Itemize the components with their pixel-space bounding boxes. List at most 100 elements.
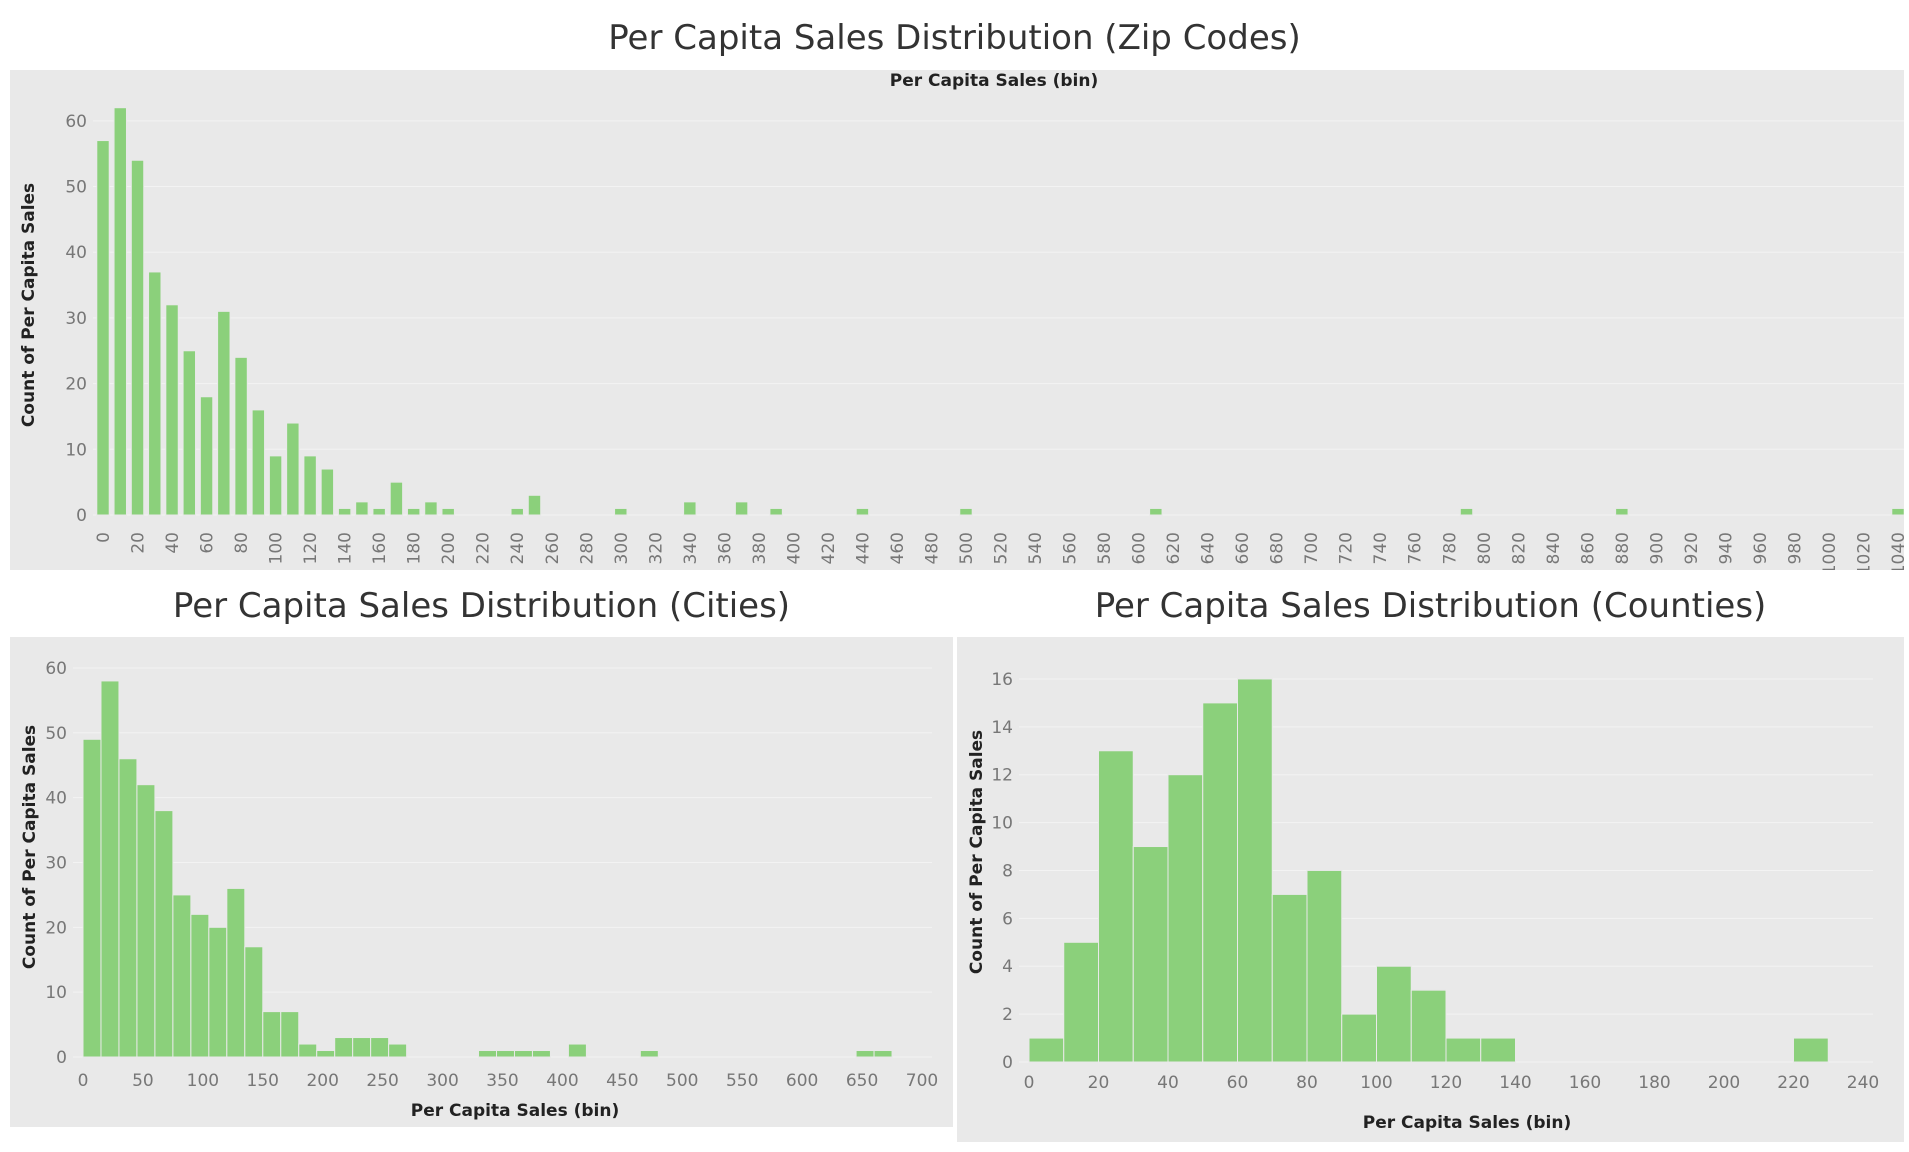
x-tick-label: 250 <box>366 1071 398 1091</box>
x-tick-label: 450 <box>606 1071 638 1091</box>
chart-panel-zip: 0 10 20 30 40 50 60 0 20 40 60 80 100 120 140 160 180 200… <box>10 70 1904 570</box>
bar <box>389 481 404 516</box>
bar <box>1891 507 1904 516</box>
y-tick-label: 14 <box>991 718 1013 738</box>
bar <box>1410 989 1447 1063</box>
x-tick-label: 380 <box>750 532 770 564</box>
x-tick-label: 740 <box>1371 532 1391 564</box>
bar <box>1167 774 1204 1063</box>
y-tick-label: 60 <box>65 112 87 132</box>
x-tick-label: 780 <box>1440 532 1460 564</box>
x-tick-label: 900 <box>1647 532 1667 564</box>
bar <box>148 271 162 516</box>
x-tick-label: 220 <box>1777 1073 1809 1093</box>
x-tick-label: 880 <box>1613 532 1633 564</box>
bar <box>424 501 438 516</box>
y-tick-label: 40 <box>45 789 67 809</box>
x-tick-label: 180 <box>405 532 425 564</box>
x-tick-label: 0 <box>1024 1073 1035 1093</box>
y-axis-label: Count of Per Capita Sales <box>20 725 40 969</box>
x-tick-label: 980 <box>1785 532 1805 564</box>
chart-title-cities: Per Capita Sales Distribution (Cities) <box>172 586 791 626</box>
bar <box>510 507 524 516</box>
x-tick-label: 80 <box>1296 1073 1318 1093</box>
x-tick-label: 200 <box>306 1071 338 1091</box>
x-tick-label: 260 <box>543 532 563 564</box>
x-tick-label: 80 <box>232 532 252 554</box>
y-tick-label: 10 <box>65 440 87 460</box>
x-tick-label: 600 <box>1130 532 1150 564</box>
bar <box>316 1050 336 1058</box>
y-tick-label: 20 <box>45 918 67 938</box>
x-tick-label: 580 <box>1095 532 1115 564</box>
bar <box>734 501 749 516</box>
bar <box>1271 893 1308 1063</box>
bar <box>234 356 248 516</box>
bar <box>251 409 266 516</box>
bar <box>320 468 335 516</box>
bar <box>262 1011 282 1058</box>
x-tick-label: 340 <box>681 532 701 564</box>
x-tick-label: 300 <box>612 532 632 564</box>
x-tick-label: 20 <box>1088 1073 1110 1093</box>
x-tick-label: 640 <box>1199 532 1219 564</box>
y-tick-label: 16 <box>991 670 1013 690</box>
bar <box>286 422 300 516</box>
x-tick-label: 240 <box>1847 1073 1879 1093</box>
x-tick-label: 320 <box>646 532 666 564</box>
x-tick-label: 760 <box>1406 532 1426 564</box>
bar <box>1063 941 1099 1063</box>
x-tick-label: 100 <box>1360 1073 1392 1093</box>
x-tick-label: 540 <box>1026 532 1046 564</box>
bar <box>388 1043 408 1058</box>
y-tick-label: 10 <box>45 983 67 1003</box>
x-tick-label: 680 <box>1268 532 1288 564</box>
x-tick-label: 140 <box>336 532 356 564</box>
x-tick-label: 500 <box>957 532 977 564</box>
x-tick-label: 440 <box>853 532 873 564</box>
bar <box>1149 507 1163 516</box>
bar <box>1202 702 1238 1063</box>
x-tick-label: 600 <box>786 1071 818 1091</box>
bar <box>82 738 102 1058</box>
bar <box>96 140 110 516</box>
x-tick-label: 620 <box>1164 532 1184 564</box>
bar <box>1341 1013 1377 1063</box>
bar <box>1237 678 1273 1063</box>
chart-panel-counties: 0 2 4 6 8 10 12 14 16 0 20 40 60 80 100 120 140 160 180 200… <box>957 637 1904 1142</box>
y-tick-label: 4 <box>1002 957 1013 977</box>
y-tick-label: 0 <box>1002 1053 1013 1073</box>
chart-panel-cities: 0 10 20 30 40 50 60 0 50 100 150 200 250 300 350 400 450… <box>10 637 953 1127</box>
bar <box>226 887 246 1058</box>
x-tick-label: 940 <box>1716 532 1736 564</box>
x-tick-label: 160 <box>1569 1073 1601 1093</box>
bar <box>190 913 210 1058</box>
x-tick-label: 400 <box>784 532 804 564</box>
x-tick-label: 420 <box>819 532 839 564</box>
x-tick-label: 480 <box>922 532 942 564</box>
bar <box>496 1050 515 1058</box>
x-axis-label: Per Capita Sales (bin) <box>411 1101 620 1121</box>
bar <box>531 1050 551 1058</box>
bar <box>683 501 697 516</box>
bar <box>406 507 421 516</box>
bar <box>113 107 127 516</box>
x-tick-label: 0 <box>94 532 114 543</box>
bar <box>208 926 228 1058</box>
x-tick-label: 40 <box>1157 1073 1179 1093</box>
x-tick-label: 280 <box>577 532 597 564</box>
x-tick-label: 720 <box>1337 532 1357 564</box>
bar <box>244 946 264 1058</box>
x-tick-label: 700 <box>1302 532 1322 564</box>
x-tick-label: 220 <box>474 532 494 564</box>
y-tick-label: 0 <box>56 1048 67 1068</box>
y-tick-label: 40 <box>65 243 87 263</box>
bar <box>372 507 386 516</box>
bar <box>130 159 145 516</box>
x-tick-label: 350 <box>486 1071 518 1091</box>
x-tick-label: 50 <box>132 1071 154 1091</box>
bar <box>1306 869 1343 1063</box>
bar <box>855 507 870 516</box>
x-tick-label: 160 <box>370 532 390 564</box>
